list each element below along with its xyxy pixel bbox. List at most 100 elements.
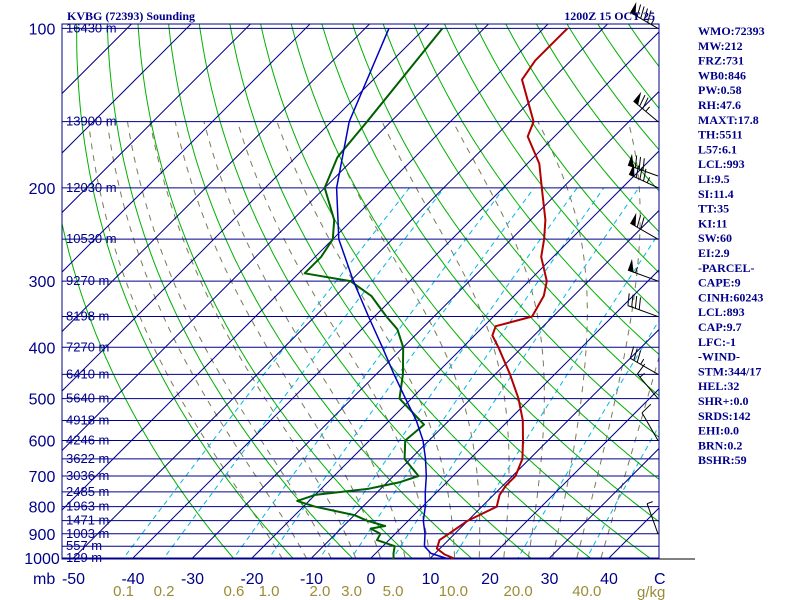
isotherm-line <box>71 24 609 559</box>
dry-adiabat-line <box>321 24 659 480</box>
wind-barb <box>627 258 659 282</box>
height-labels: 16430 m 13900 m 12030 m 10530 m 9270 m 8198 m… <box>66 20 117 565</box>
index-line: SI:11.4 <box>698 187 734 201</box>
dry-adiabat-line <box>413 24 659 356</box>
wind-barb-pennant <box>629 163 635 177</box>
wind-barb-flag <box>638 297 641 310</box>
moist-adiabat-line <box>174 121 382 559</box>
pressure-tick-label: 300 <box>29 274 56 291</box>
wind-barb-flag <box>638 156 641 170</box>
isotherm-line <box>62 24 252 214</box>
wind-barb-flag <box>643 8 648 21</box>
wind-barb <box>646 501 659 534</box>
wind-barb-shaft <box>646 503 659 534</box>
wind-barb-flag <box>647 10 652 23</box>
mixing-ratio-line <box>318 187 578 559</box>
isotherm-line <box>62 24 371 333</box>
temperature-line <box>435 27 569 559</box>
wind-barb-flag <box>642 158 645 171</box>
pressure-tick-label: 500 <box>29 392 56 409</box>
index-line: CINH:60243 <box>698 290 763 304</box>
moist-adiabats <box>88 121 659 559</box>
wind-barb-flag <box>636 4 642 17</box>
isotherm-line <box>62 24 192 154</box>
isotherm-line <box>428 328 659 559</box>
moist-adiabat-line <box>381 121 510 559</box>
wind-barb-pennant <box>633 91 642 105</box>
wind-barb <box>628 163 659 189</box>
index-line: -PARCEL- <box>698 261 754 275</box>
plot-frame <box>61 23 660 560</box>
isotherm-line <box>62 24 549 511</box>
index-line: LCL:993 <box>698 157 745 171</box>
wind-barb <box>629 346 659 375</box>
wind-barb-flag <box>639 167 643 180</box>
wind-barb-flag <box>636 363 646 375</box>
wind-barb-shaft <box>627 305 659 318</box>
mixing-ratio-line <box>350 187 605 559</box>
dry-adiabat-line <box>76 24 295 559</box>
wind-barb-flag <box>641 403 652 414</box>
wind-barb-flag <box>635 165 640 178</box>
mixing-ratio-tick-label: 1.0 <box>259 583 280 600</box>
wind-barb-pennant <box>630 212 637 227</box>
wind-barb-half-flag <box>645 106 650 112</box>
isotherms <box>62 24 659 559</box>
wind-barb-half-flag <box>639 372 645 378</box>
temperature-tick-label: 0 <box>367 571 376 588</box>
index-line: L57:6.1 <box>698 142 737 156</box>
dry-adiabat-line <box>775 17 800 570</box>
wind-barb <box>641 403 659 441</box>
wind-barb-shaft <box>637 373 659 399</box>
height-label: 7270 m <box>66 339 109 354</box>
height-label: 3036 m <box>66 468 109 483</box>
temperature-tick-label: -50 <box>62 571 85 588</box>
wind-barb-half-flag <box>650 18 655 25</box>
height-label: 4918 m <box>66 413 109 428</box>
pressure-tick-label: 800 <box>29 500 56 517</box>
height-label: 9270 m <box>66 273 109 288</box>
dewpoint-line <box>296 27 444 559</box>
height-label: 8198 m <box>66 309 109 324</box>
mixing-ratio-tick-label: 2.0 <box>309 583 330 600</box>
index-line: LI:9.5 <box>698 172 730 186</box>
wind-barb-flag <box>629 346 635 359</box>
height-label: 3622 m <box>66 451 109 466</box>
isotherm-line <box>62 24 430 392</box>
index-line: MAXT:17.8 <box>698 113 759 127</box>
mixing-ratio-tick-label: 0.2 <box>154 583 175 600</box>
index-line: EI:2.9 <box>698 246 730 260</box>
temperature-tick-label: -40 <box>121 571 144 588</box>
height-label: 129 m <box>66 550 102 565</box>
mixing-ratio-labels: 0.1 0.2 0.6 1.0 2.0 3.0 5.0 10.0 20.0 40.0 <box>113 583 601 600</box>
wind-barb-flag <box>634 295 638 309</box>
index-line: BRN:0.2 <box>698 438 742 452</box>
isobars <box>61 23 695 560</box>
index-line: PW:0.58 <box>698 83 742 97</box>
wind-barb-flag <box>642 97 649 110</box>
isotherm-line <box>547 447 659 559</box>
mixing-ratio-tick-label: 10.0 <box>439 583 468 600</box>
isotherm-line <box>488 388 659 559</box>
temperature-tick-label: 30 <box>541 571 559 588</box>
wind-barb-half-flag <box>640 358 645 365</box>
wind-barb-flag <box>636 215 642 228</box>
temperature-tick-label: 10 <box>422 571 440 588</box>
temperature-tick-label: -10 <box>300 571 323 588</box>
index-line: HEL:32 <box>698 379 739 393</box>
dry-adiabat-line <box>443 24 659 315</box>
pressure-tick-labels: 100 200 300 400 500 600 700 800 900 1000 <box>24 21 60 568</box>
index-line: TT:35 <box>698 202 729 216</box>
isotherm-line <box>190 90 659 559</box>
mixing-ratio-line <box>162 187 445 559</box>
index-line: WB0:846 <box>698 68 746 82</box>
mixing-ratio-lines <box>122 187 659 559</box>
index-line: MW:212 <box>698 39 743 53</box>
height-label: 10530 m <box>66 231 117 246</box>
dry-adiabat-line <box>168 24 474 559</box>
dry-adiabat-line <box>597 24 659 110</box>
wind-barb-shaft <box>630 357 659 375</box>
index-line: LCL:893 <box>698 305 745 319</box>
mixing-ratio-line <box>267 187 535 559</box>
